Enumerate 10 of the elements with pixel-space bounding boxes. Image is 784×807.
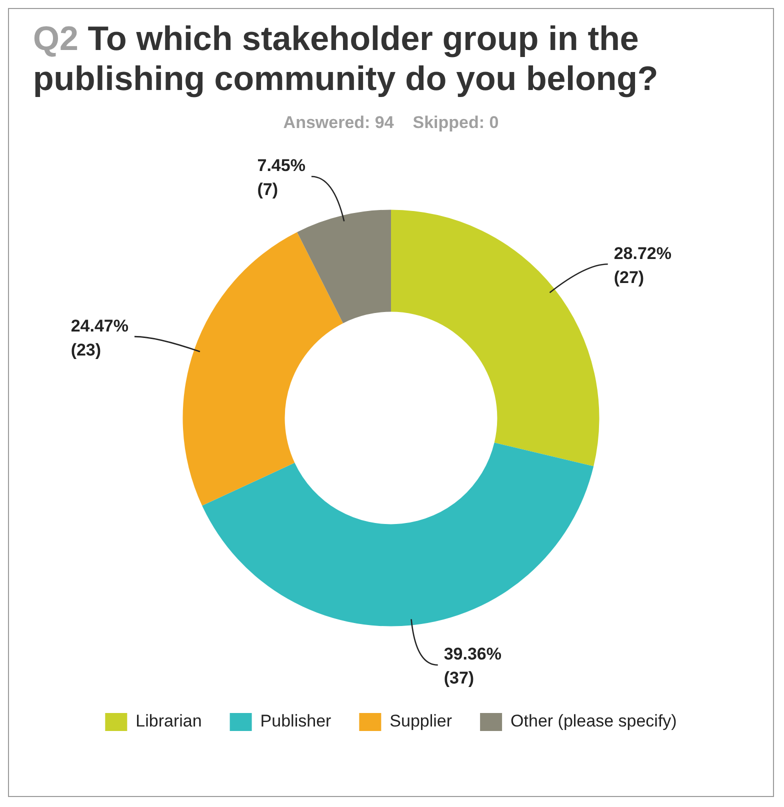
data-label: 28.72% (27) [614,244,672,287]
legend-label: Other (please specify) [510,712,677,731]
legend-label: Supplier [390,712,452,731]
chart-title: Q2 To which stakeholder group in the publishing community do you belong? [33,20,658,98]
data-label: 39.36% (37) [444,644,502,688]
data-label: 24.47% (23) [70,316,128,360]
data-label: 7.45% (7) [257,156,306,200]
chart-subtitle: Answered: 94 Skipped: 0 [282,113,500,133]
legend-label: Librarian [136,712,202,731]
legend-label: Publisher [260,712,332,731]
